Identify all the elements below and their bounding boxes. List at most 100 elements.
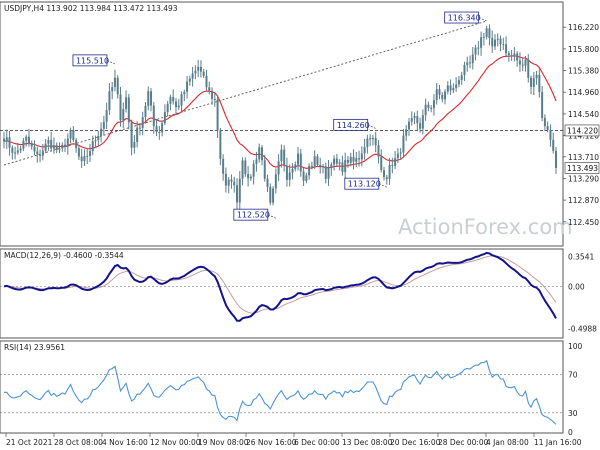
- candle-body-158: [441, 94, 444, 100]
- candle-body-9: [27, 136, 30, 144]
- candle-body-144: [402, 135, 405, 153]
- candle-body-58: [163, 112, 166, 124]
- candle-body-164: [457, 80, 460, 85]
- candle-body-102: [285, 165, 288, 180]
- price-tick-2: 115.380: [568, 67, 599, 76]
- candle-body-80: [224, 173, 227, 186]
- candle-body-21: [61, 144, 64, 149]
- candle-body-178: [496, 38, 499, 40]
- candle-body-85: [238, 178, 241, 203]
- candle-body-118: [330, 164, 333, 168]
- candle-body-161: [449, 85, 452, 91]
- price-panel-frame: [0, 1, 564, 247]
- x-tick-10: 4 Jan 08:00: [486, 438, 529, 447]
- candle-body-13: [39, 154, 42, 156]
- candle-body-24: [69, 130, 72, 139]
- candle-body-35: [100, 128, 103, 136]
- candle-body-114: [319, 164, 322, 167]
- x-tick-0: 21 Oct 2021: [6, 438, 53, 447]
- candle-body-100: [280, 149, 283, 162]
- candle-body-51: [144, 105, 147, 118]
- candle-body-127: [355, 158, 358, 162]
- candle-body-77: [216, 99, 219, 131]
- candle-body-87: [244, 160, 247, 175]
- candle-body-101: [283, 149, 286, 166]
- x-tick-2: 4 Nov 16:00: [102, 438, 148, 447]
- price-annotation-label-0: 115.510: [76, 56, 109, 65]
- candle-body-142: [396, 153, 399, 159]
- x-tick-7: 13 Dec 08:00: [342, 438, 393, 447]
- candle-body-37: [105, 110, 108, 122]
- candle-body-79: [222, 158, 225, 174]
- candle-body-122: [341, 162, 344, 173]
- price-annotation-3: 113.120: [344, 177, 387, 190]
- candle-body-189: [527, 59, 530, 78]
- candle-body-60: [169, 96, 172, 104]
- candle-body-108: [302, 171, 305, 181]
- candle-body-120: [335, 158, 338, 164]
- candle-body-175: [488, 28, 491, 39]
- candle-body-143: [399, 152, 402, 154]
- candle-body-59: [166, 103, 169, 113]
- rsi-tick-2: 30: [568, 409, 578, 418]
- candle-body-132: [369, 138, 372, 140]
- macd-tick-1: 0.00: [568, 282, 585, 291]
- candle-body-123: [344, 160, 347, 173]
- candle-body-66: [186, 81, 189, 92]
- candle-body-171: [477, 47, 480, 49]
- candle-body-192: [535, 74, 538, 79]
- candle-body-92: [258, 147, 261, 160]
- candle-body-103: [288, 172, 291, 180]
- candle-body-165: [460, 75, 463, 81]
- candle-body-197: [549, 129, 552, 140]
- candle-body-125: [349, 156, 352, 163]
- candle-body-152: [424, 104, 427, 116]
- candle-body-170: [474, 47, 477, 55]
- candle-body-129: [360, 153, 363, 160]
- candle-body-133: [371, 137, 374, 139]
- candle-body-162: [452, 88, 455, 91]
- candle-body-91: [255, 159, 258, 164]
- candle-body-45: [127, 97, 130, 123]
- candle-body-26: [75, 140, 78, 149]
- candle-body-199: [555, 150, 557, 168]
- candle-body-137: [383, 170, 386, 178]
- macd-tick-2: -0.4988: [568, 324, 597, 333]
- rsi-tick-0: 100: [568, 342, 583, 351]
- candle-body-156: [435, 89, 438, 101]
- candle-body-39: [111, 87, 114, 92]
- candle-body-181: [505, 44, 508, 54]
- candle-body-160: [446, 85, 449, 92]
- candle-body-57: [161, 123, 164, 133]
- candle-body-139: [388, 164, 391, 179]
- candle-body-49: [138, 127, 141, 129]
- candle-body-25: [72, 130, 75, 141]
- candle-body-138: [385, 177, 388, 179]
- macd-tick-0: 0.3541: [568, 253, 594, 262]
- candle-body-146: [407, 121, 410, 130]
- price-tick-6: 113.710: [568, 153, 599, 162]
- current-price-tag: 113.493: [567, 164, 598, 173]
- candle-body-159: [444, 91, 447, 100]
- rsi-panel: RSI(14) 23.9561 100 70 30 0: [0, 340, 583, 437]
- candle-body-29: [83, 156, 86, 162]
- candle-body-47: [133, 142, 136, 148]
- candle-body-168: [469, 62, 472, 64]
- candle-body-111: [310, 165, 313, 167]
- candle-body-17: [50, 139, 53, 149]
- rsi-label: RSI(14) 23.9561: [4, 343, 65, 352]
- candle-body-22: [64, 144, 67, 147]
- candle-body-154: [430, 107, 433, 109]
- price-annotation-label-2: 114.260: [337, 121, 370, 130]
- candle-body-172: [480, 37, 483, 48]
- candle-body-81: [227, 179, 230, 186]
- candle-body-198: [552, 139, 555, 151]
- level-tag-box: [564, 124, 600, 137]
- candle-body-10: [30, 143, 33, 147]
- candle-body-50: [141, 117, 144, 128]
- candle-body-190: [530, 77, 533, 87]
- price-tick-0: 116.220: [568, 23, 599, 32]
- candle-body-64: [180, 94, 183, 106]
- candle-body-7: [22, 140, 25, 149]
- candle-body-32: [91, 141, 94, 152]
